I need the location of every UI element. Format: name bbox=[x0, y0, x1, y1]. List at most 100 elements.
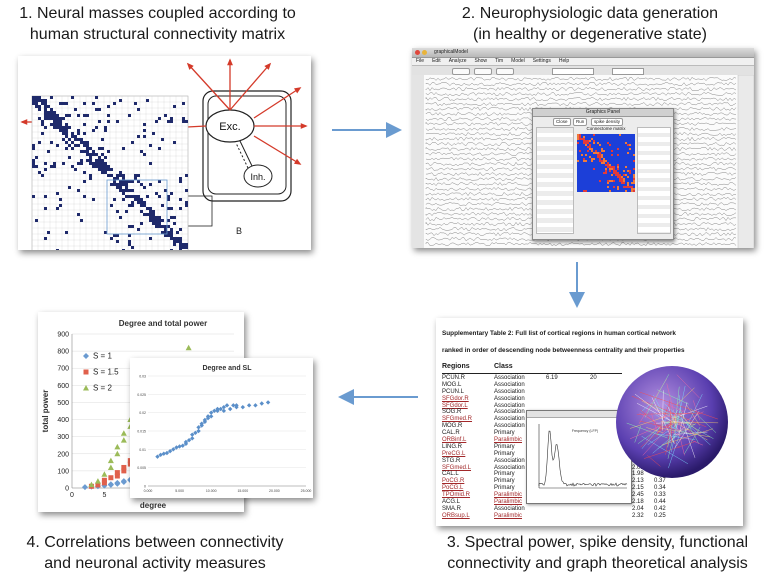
matrix-cell bbox=[623, 170, 625, 172]
matrix-cell bbox=[122, 192, 125, 195]
matrix-cell bbox=[134, 177, 137, 180]
data-point bbox=[101, 482, 108, 489]
matrix-cell bbox=[607, 142, 609, 144]
matrix-cell bbox=[607, 164, 609, 166]
matrix-cell bbox=[629, 148, 631, 150]
matrix-cell bbox=[167, 225, 170, 228]
y-tick-label: 500 bbox=[57, 400, 69, 407]
cell-class: Primary bbox=[494, 478, 515, 485]
matrix-cell bbox=[137, 180, 140, 183]
matrix-cell bbox=[68, 186, 71, 189]
matrix-cell bbox=[158, 195, 161, 198]
matrix-cell bbox=[627, 170, 629, 172]
dialog-run-button[interactable]: Run bbox=[573, 118, 588, 126]
matrix-cell bbox=[95, 153, 98, 156]
connectome-matrix-plot bbox=[577, 134, 635, 192]
matrix-cell bbox=[152, 210, 155, 213]
spectrum-window: Frequency (LFP) bbox=[526, 410, 632, 504]
matrix-cell bbox=[86, 141, 89, 144]
matrix-cell bbox=[161, 219, 164, 222]
toolbar-button[interactable] bbox=[452, 68, 470, 75]
matrix-cell bbox=[95, 96, 98, 99]
matrix-cell bbox=[95, 165, 98, 168]
data-point bbox=[185, 344, 192, 351]
dialog-close-button[interactable]: Close bbox=[553, 118, 571, 126]
data-point bbox=[221, 408, 227, 414]
step1-line2: human structural connectivity matrix bbox=[29, 26, 286, 43]
matrix-cell bbox=[47, 231, 50, 234]
toolbar-button[interactable] bbox=[474, 68, 492, 75]
matrix-cell bbox=[137, 195, 140, 198]
menu-item-settings[interactable]: Settings bbox=[532, 58, 551, 64]
matrix-cell bbox=[617, 172, 619, 174]
cell-class: Primary bbox=[494, 443, 515, 450]
menu-item-show[interactable]: Show bbox=[474, 58, 487, 64]
matrix-cell bbox=[609, 180, 611, 182]
matrix-cell bbox=[611, 150, 613, 152]
coupling-arrow bbox=[187, 63, 231, 111]
matrix-cell bbox=[158, 222, 161, 225]
matrix-cell bbox=[615, 170, 617, 172]
table-row: PoCG.L Primary 2.15 0.34 bbox=[442, 485, 666, 492]
matrix-cell bbox=[583, 138, 585, 140]
y-tick-label: 200 bbox=[57, 451, 69, 458]
menu-item-file[interactable]: File bbox=[416, 58, 425, 64]
matrix-cell bbox=[152, 222, 155, 225]
menu-item-analyze[interactable]: Analyze bbox=[448, 58, 467, 64]
toolbar-button[interactable] bbox=[496, 68, 514, 75]
matrix-cell bbox=[122, 189, 125, 192]
matrix-cell bbox=[579, 136, 581, 138]
step4-caption: 4. Correlations between connectivity and… bbox=[5, 532, 305, 574]
matrix-cell bbox=[107, 120, 110, 123]
network-edge bbox=[669, 400, 673, 443]
toolbar-field[interactable] bbox=[612, 68, 644, 75]
matrix-cell bbox=[587, 150, 589, 152]
matrix-cell bbox=[89, 177, 92, 180]
menu-item-edit[interactable]: Edit bbox=[432, 58, 441, 64]
matrix-cell bbox=[155, 225, 158, 228]
cell-value: 2.45 bbox=[632, 492, 644, 499]
window-close-icon[interactable] bbox=[415, 50, 420, 55]
matrix-cell bbox=[593, 168, 595, 170]
degree-sl-chart-panel: Degree and SL 0 0.005 0.01 0.015 0.02 0.025 0.0… bbox=[130, 358, 313, 498]
matrix-cell bbox=[86, 153, 89, 156]
matrix-cell bbox=[621, 182, 623, 184]
matrix-cell bbox=[125, 189, 128, 192]
matrix-cell bbox=[104, 231, 107, 234]
matrix-cell bbox=[609, 168, 611, 170]
matrix-cell bbox=[50, 96, 53, 99]
cell-region: PoCG.R bbox=[442, 478, 465, 485]
y-tick-label: 0.015 bbox=[137, 430, 146, 434]
legend-marker bbox=[83, 369, 89, 375]
network-edge bbox=[639, 412, 661, 425]
menu-item-tim[interactable]: Tim bbox=[495, 58, 504, 64]
toolbar-field[interactable] bbox=[552, 68, 594, 75]
toolbar bbox=[412, 66, 754, 76]
menu-item-help[interactable]: Help bbox=[558, 58, 570, 64]
matrix-cell bbox=[603, 162, 605, 164]
matrix-cell bbox=[107, 165, 110, 168]
cell-class: Association bbox=[494, 402, 525, 409]
matrix-cell bbox=[116, 240, 119, 243]
matrix-cell bbox=[583, 160, 585, 162]
dialog-mode-select[interactable]: spike density bbox=[591, 118, 624, 126]
matrix-cell bbox=[98, 120, 101, 123]
window-min-icon[interactable] bbox=[422, 50, 427, 55]
matrix-cell bbox=[86, 144, 89, 147]
menu-item-model[interactable]: Model bbox=[511, 58, 525, 64]
matrix-cell bbox=[627, 144, 629, 146]
app-titlebar: graphicalModel bbox=[412, 48, 754, 58]
coupling-arrowhead bbox=[186, 62, 194, 70]
matrix-cell bbox=[179, 198, 182, 201]
matrix-cell bbox=[110, 204, 113, 207]
data-point bbox=[218, 406, 223, 412]
matrix-cell bbox=[611, 154, 613, 156]
matrix-cell bbox=[56, 192, 59, 195]
matrix-cell bbox=[80, 162, 83, 165]
x-tick-label: 20.000 bbox=[269, 489, 280, 493]
matrix-cell bbox=[170, 117, 173, 120]
matrix-cell bbox=[173, 222, 176, 225]
matrix-cell bbox=[44, 168, 47, 171]
connectivity-graphic: Exc. Inh. B bbox=[20, 58, 308, 250]
matrix-cell bbox=[599, 180, 601, 182]
